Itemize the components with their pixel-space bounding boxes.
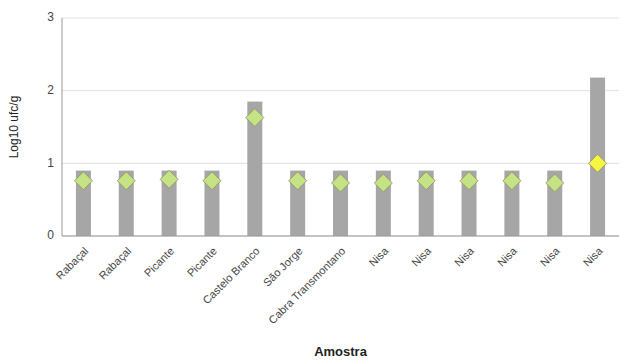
y-tick-label: 1 [47,156,54,170]
y-tick-label: 0 [47,228,54,242]
x-tick-label: Nisa [581,244,606,269]
diamond-marker [546,174,564,192]
grid-line [62,18,619,19]
grid [62,18,619,236]
diamond-marker [589,154,607,172]
diamond-marker [246,109,264,127]
x-tick-label: Nisa [495,244,520,269]
diamond-marker [203,172,221,190]
diamond-marker [503,172,521,190]
x-tick-label: São Jorge [261,245,305,289]
y-axis-title: Log10 ufc/g [7,96,21,159]
y-axis: 0 1 2 3 [47,10,54,242]
diamond-marker [374,174,392,192]
x-tick-label: Picante [142,245,176,279]
diamond-marker [289,172,307,190]
x-axis-line [62,236,619,237]
y-tick-label: 3 [47,10,54,24]
diamond-marker [74,172,92,190]
x-tick-label: Castelo Branco [200,245,262,307]
diamond-marker [160,170,178,188]
chart-container: 0123RabaçalRabaçalPicantePicanteCastelo … [0,0,637,364]
grid-line [62,90,619,91]
diamond-marker [417,172,435,190]
x-tick-label: Rabaçal [96,245,133,282]
x-tick-label: Nisa [366,244,391,269]
y-axis-line [62,18,63,236]
marks [74,78,606,236]
diamond-marker [460,172,478,190]
grid-line [62,163,619,164]
diamond-marker [117,172,135,190]
x-tick-label: Nisa [452,244,477,269]
x-axis: RabaçalRabaçalPicantePicanteCastelo Bran… [53,244,605,326]
x-tick-label: Cabra Transmontano [266,245,348,327]
x-tick-label: Nisa [409,244,434,269]
x-tick-label: Rabaçal [53,245,90,282]
chart: 0123RabaçalRabaçalPicantePicanteCastelo … [0,0,637,364]
x-tick-label: Picante [185,245,219,279]
grid-line [62,236,619,237]
x-tick-label: Nisa [538,244,563,269]
y-tick-label: 2 [47,83,54,97]
diamond-marker [332,174,350,192]
x-axis-title: Amostra [314,344,368,359]
